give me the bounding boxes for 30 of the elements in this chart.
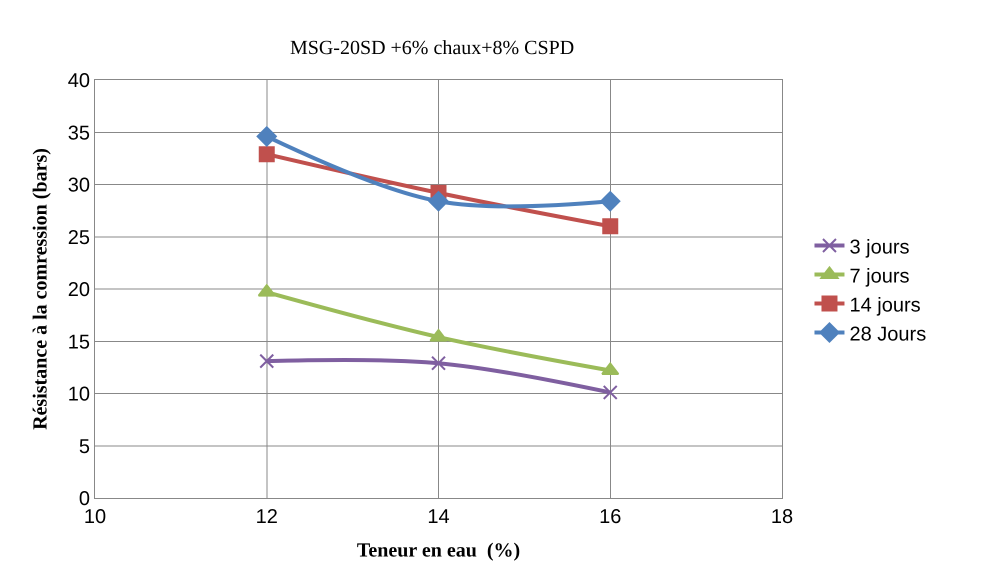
y-axis-title: Résistance à la comression (bars) <box>29 148 52 430</box>
point <box>431 356 446 371</box>
x-tick-label: 16 <box>599 506 622 528</box>
y-tick-label: 20 <box>68 279 90 301</box>
point <box>259 354 274 369</box>
y-tick-label: 0 <box>78 488 90 510</box>
x-axis-title: Teneur en eau (%) <box>356 540 520 562</box>
point <box>602 218 618 234</box>
point <box>258 284 276 297</box>
y-tick-label: 40 <box>68 70 90 92</box>
y-tick-label: 35 <box>68 122 90 144</box>
chart-title: MSG-20SD +6% chaux+8% CSPD <box>290 36 574 59</box>
point <box>256 126 277 147</box>
y-tick-label: 30 <box>68 174 90 196</box>
legend-label: 7 jours <box>849 265 910 288</box>
point <box>600 191 620 212</box>
legend-label: 14 jours <box>849 294 921 316</box>
y-tick-label: 10 <box>68 384 90 406</box>
x-tick-label: 18 <box>770 506 794 528</box>
legend-label: 28 Jours <box>849 323 926 346</box>
x-tick-label: 14 <box>427 506 450 528</box>
y-tick-label: 15 <box>68 331 90 354</box>
point <box>602 384 618 400</box>
point <box>258 146 275 162</box>
y-tick-label: 5 <box>78 436 90 458</box>
y-tick-label: 25 <box>68 226 90 249</box>
point <box>601 362 620 376</box>
x-tick-label: 12 <box>256 506 278 528</box>
legend-label: 3 jours <box>849 236 910 258</box>
point <box>428 191 449 212</box>
